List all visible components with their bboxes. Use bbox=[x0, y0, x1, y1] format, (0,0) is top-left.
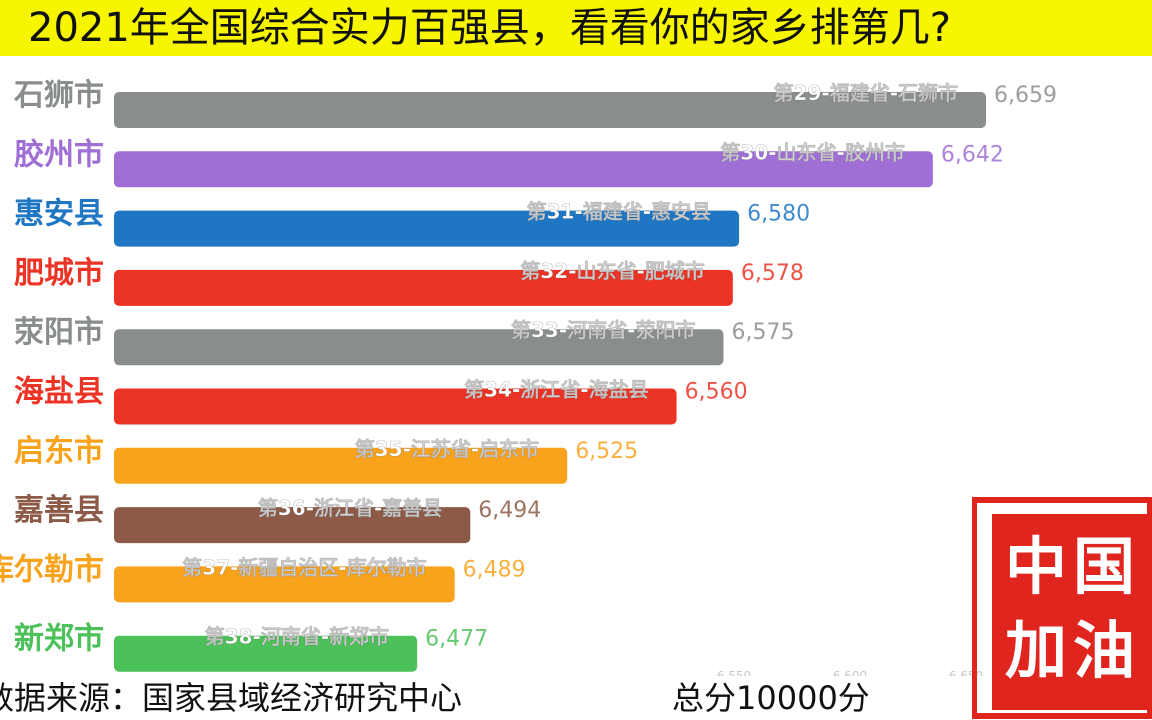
stamp-seal: 中国加油 bbox=[972, 496, 1152, 720]
bar-value-label: 6,560 bbox=[685, 380, 748, 405]
bar-inner-label: 第38-河南省-新郑市 bbox=[205, 625, 389, 649]
bar bbox=[114, 447, 568, 484]
bar bbox=[114, 92, 986, 128]
stamp-glyph: 油 bbox=[1073, 614, 1135, 687]
category-label: 海盐县 bbox=[14, 375, 104, 410]
stamp-glyph: 国 bbox=[1073, 530, 1135, 603]
bar-inner-label: 第30-山东省-胶州市 bbox=[720, 140, 904, 164]
bar-value-label: 6,642 bbox=[941, 142, 1004, 167]
bar-value-label: 6,494 bbox=[478, 498, 541, 523]
stamp-inner-block bbox=[992, 514, 1152, 710]
bar-inner-label: 第31-福建省-惠安县 bbox=[527, 200, 711, 224]
bar-inner-label: 第33-河南省-荥阳市 bbox=[511, 318, 695, 342]
category-label: 石狮市 bbox=[13, 78, 104, 113]
bar-value-label: 6,575 bbox=[731, 320, 794, 345]
bar bbox=[114, 329, 724, 366]
bar bbox=[114, 635, 418, 672]
page-title: 2021年全国综合实力百强县，看看你的家乡排第几? bbox=[28, 5, 952, 51]
bar-inner-label: 第34-浙江省-海盐县 bbox=[464, 378, 648, 402]
bar-inner-label: 第29-福建省-石狮市 bbox=[774, 81, 958, 105]
stamp-text-glyphs: 中国加油 bbox=[1005, 530, 1135, 687]
bar bbox=[114, 151, 933, 188]
bar-value-label: 6,580 bbox=[747, 202, 810, 227]
category-label: 库尔勒市 bbox=[0, 552, 104, 587]
total-score-text: 总分10000分 bbox=[672, 679, 870, 717]
stamp-glyph: 加 bbox=[1005, 614, 1067, 687]
bar-value-label: 6,578 bbox=[741, 261, 804, 286]
bar-value-label: 6,659 bbox=[994, 83, 1057, 108]
bar-value-label: 6,477 bbox=[425, 627, 488, 652]
category-label: 肥城市 bbox=[14, 256, 104, 291]
bar-value-label: 6,489 bbox=[463, 557, 526, 582]
bar-inner-label: 第35-江苏省-启东市 bbox=[355, 437, 539, 461]
bar-inner-label: 第36-浙江省-嘉善县 bbox=[258, 496, 442, 520]
category-label: 嘉善县 bbox=[14, 493, 104, 528]
stamp-seal-graphic: 中国加油 bbox=[972, 497, 1152, 719]
bar-inner-label: 第37-新疆自治区-库尔勒市 bbox=[182, 555, 426, 579]
x-tick-label: 6,550 bbox=[717, 669, 751, 676]
bar bbox=[114, 210, 740, 247]
bar bbox=[114, 269, 733, 306]
category-label: 胶州市 bbox=[14, 137, 104, 172]
category-label: 启东市 bbox=[14, 434, 104, 469]
data-source-text: 数据来源：国家县域经济研究中心 bbox=[0, 679, 463, 717]
footer: 数据来源：国家县域经济研究中心 总分10000分 bbox=[0, 676, 1152, 720]
bar bbox=[114, 388, 677, 425]
stamp-glyph: 中 bbox=[1005, 530, 1067, 603]
x-tick-label: 6,650 bbox=[949, 669, 983, 676]
bar-inner-label: 第32-山东省-肥城市 bbox=[520, 259, 704, 283]
title-bar: 2021年全国综合实力百强县，看看你的家乡排第几? bbox=[0, 0, 1152, 56]
category-label: 新郑市 bbox=[14, 622, 104, 657]
x-tick-label: 6,600 bbox=[833, 669, 867, 676]
category-label: 荥阳市 bbox=[14, 315, 104, 350]
bar bbox=[114, 566, 455, 603]
bar-value-label: 6,525 bbox=[575, 439, 638, 464]
bar bbox=[114, 507, 471, 544]
bar-chart: 石狮市 第29-福建省-石狮市 6,659 胶州市 第30-山东省-胶州市 6,642 惠安… bbox=[0, 78, 1057, 676]
category-label: 惠安县 bbox=[14, 197, 104, 232]
